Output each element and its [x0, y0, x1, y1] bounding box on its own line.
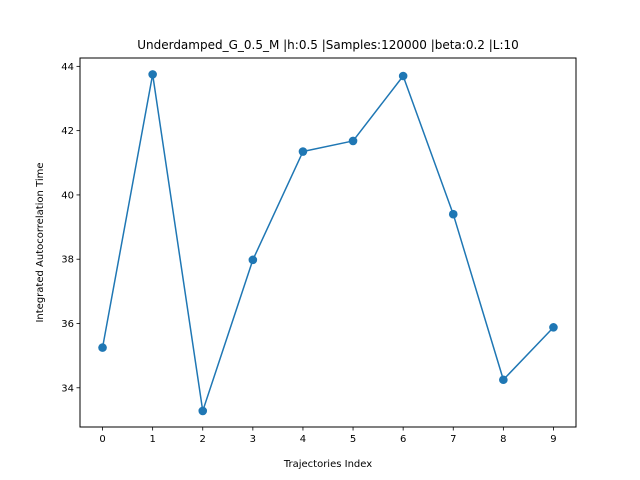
- chart-title: Underdamped_G_0.5_M |h:0.5 |Samples:1200…: [137, 38, 519, 52]
- x-tick-label: 4: [300, 434, 306, 445]
- x-tick-label: 1: [149, 434, 155, 445]
- plot-frame: [79, 57, 577, 428]
- data-point: [348, 136, 358, 146]
- data-point: [148, 70, 157, 79]
- y-tick-label: 34: [61, 383, 74, 394]
- x-tick-label: 9: [550, 434, 556, 445]
- data-point: [198, 406, 208, 416]
- data-point: [448, 209, 458, 219]
- y-tick-label: 44: [61, 62, 74, 73]
- x-tick-label: 0: [99, 434, 105, 445]
- x-tick-label: 3: [250, 434, 256, 445]
- y-tick-label: 40: [61, 190, 74, 201]
- x-tick-label: 2: [200, 434, 206, 445]
- y-tick-label: 42: [61, 126, 74, 137]
- x-tick-label: 5: [350, 434, 356, 445]
- series-line: [101, 73, 554, 412]
- data-point: [98, 343, 107, 352]
- y-tick-label: 36: [61, 319, 74, 330]
- x-tick-label: 7: [450, 434, 456, 445]
- y-axis-label: Integrated Autocorrelation Time: [35, 162, 46, 322]
- x-tick-label: 6: [400, 434, 406, 445]
- data-point: [298, 147, 308, 156]
- data-point: [398, 71, 408, 81]
- x-axis-label: Trajectories Index: [283, 459, 372, 470]
- y-tick-label: 38: [61, 255, 74, 266]
- x-tick-label: 8: [500, 434, 506, 445]
- data-point: [499, 375, 508, 385]
- data-point: [248, 255, 258, 265]
- data-point: [549, 323, 558, 332]
